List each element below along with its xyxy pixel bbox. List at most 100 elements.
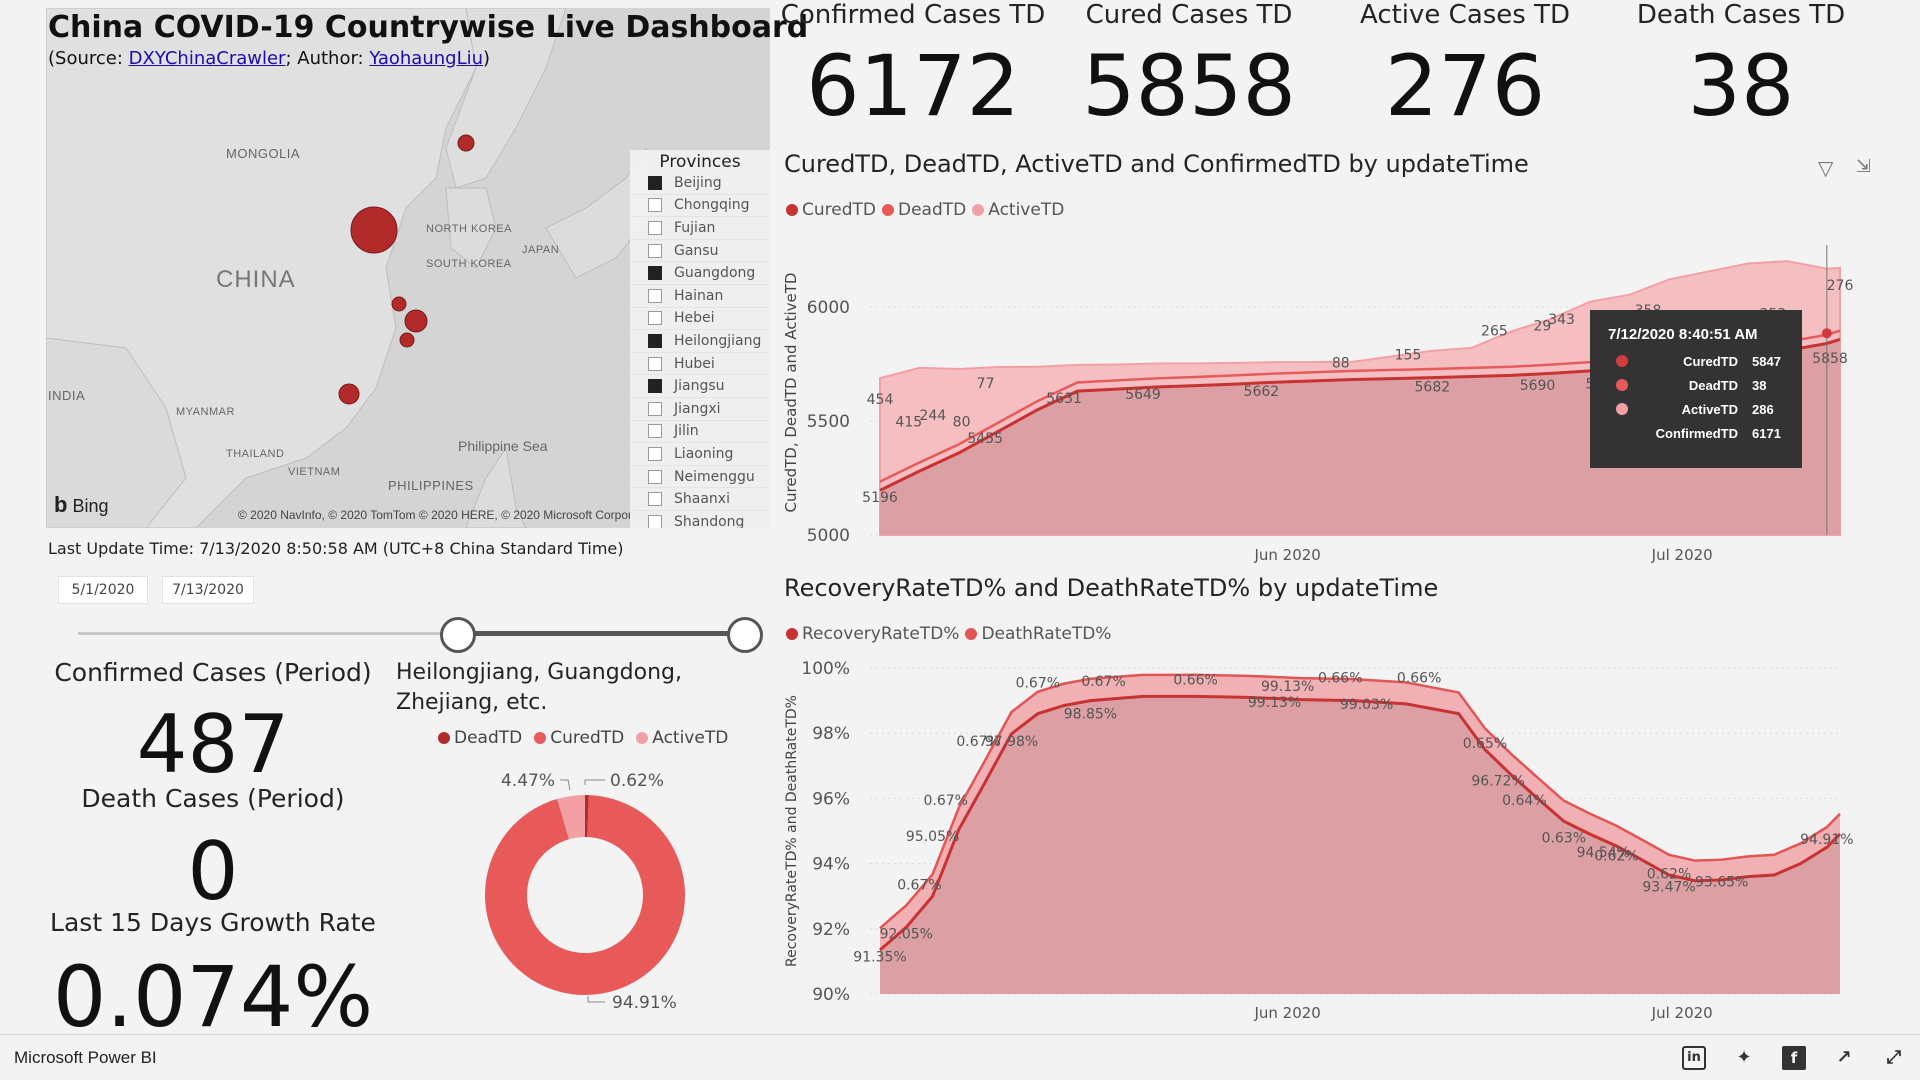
province-item[interactable]: Shaanxi — [630, 488, 770, 511]
map-bubble[interactable] — [350, 206, 398, 254]
donut-slice — [485, 795, 685, 995]
filter-icon[interactable]: ▽ — [1818, 156, 1834, 180]
slider-end-handle[interactable] — [727, 617, 763, 653]
province-item[interactable]: Hubei — [630, 353, 770, 376]
x-tick-label: Jun 2020 — [1253, 546, 1320, 564]
end-date-input[interactable]: 7/13/2020 — [162, 576, 254, 604]
map-copyright: © 2020 NavInfo, © 2020 TomTom © 2020 HER… — [238, 508, 659, 522]
provinces-slicer[interactable]: Provinces Beijing Chongqing Fujian Gansu Gua… — [630, 150, 770, 528]
tooltip-row: ActiveTD 286 — [1590, 397, 1802, 421]
province-checkbox[interactable] — [648, 469, 662, 484]
data-label: 93.47% — [1642, 879, 1695, 895]
linkedin-icon[interactable]: in — [1682, 1046, 1706, 1070]
legend-label: CuredTD — [802, 200, 876, 220]
share-icon[interactable]: ↗ — [1836, 1047, 1852, 1068]
province-label: Liaoning — [674, 445, 734, 462]
province-item[interactable]: Guangdong — [630, 262, 770, 285]
recovery-area — [880, 696, 1840, 994]
map-label-india: INDIA — [48, 388, 86, 403]
data-label: 5690 — [1520, 378, 1556, 394]
chart-tooltip: 7/12/2020 8:40:51 AM CuredTD 5847 DeadTD 3… — [1590, 310, 1802, 468]
legend-item-cured[interactable]: CuredTD — [534, 728, 624, 748]
map-bubble[interactable] — [457, 134, 475, 152]
province-item[interactable]: Beijing — [630, 172, 770, 195]
data-label: 99.13% — [1261, 679, 1314, 695]
dashboard-title: China COVID-19 Countrywise Live Dashboar… — [48, 10, 809, 45]
province-checkbox[interactable] — [648, 424, 662, 439]
legend-item-dead[interactable]: DeadTD — [438, 728, 522, 748]
footer-bar — [0, 1034, 1920, 1080]
map-bubble[interactable] — [391, 296, 407, 312]
data-label: 0.66% — [1318, 671, 1362, 687]
chart2-plot[interactable]: 90% 92% 94% 96% 98% 100%RecoveryRateTD% and D… — [780, 652, 1860, 1024]
y-tick-label: 94% — [812, 855, 850, 875]
province-checkbox[interactable] — [648, 514, 662, 528]
data-label: 0.67% — [897, 878, 941, 894]
leader-line — [587, 996, 605, 1003]
power-bi-brand[interactable]: Microsoft Power BI — [14, 1048, 157, 1067]
province-checkbox[interactable] — [648, 198, 662, 213]
map-bubble[interactable] — [338, 383, 360, 405]
province-label: Guangdong — [674, 265, 756, 282]
province-checkbox[interactable] — [648, 266, 662, 281]
start-date-input[interactable]: 5/1/2020 — [58, 576, 148, 604]
facebook-icon[interactable]: f — [1782, 1046, 1806, 1070]
province-item[interactable]: Liaoning — [630, 443, 770, 466]
selected-provinces-label: Heilongjiang, Guangdong, Zhejiang, etc. — [396, 660, 682, 715]
province-checkbox[interactable] — [648, 333, 662, 348]
data-label: 0.67% — [1016, 676, 1060, 692]
province-checkbox[interactable] — [648, 401, 662, 416]
provinces-list[interactable]: Beijing Chongqing Fujian Gansu Guangdong Hain… — [630, 172, 770, 528]
legend-item-cured[interactable]: CuredTD — [786, 200, 876, 220]
province-item[interactable]: Heilongjiang — [630, 330, 770, 353]
province-item[interactable]: Neimenggu — [630, 466, 770, 489]
data-label: 99.03% — [1340, 697, 1393, 713]
province-checkbox[interactable] — [648, 356, 662, 371]
source-suffix: ) — [483, 48, 491, 69]
slider-start-handle[interactable] — [440, 617, 476, 653]
province-checkbox[interactable] — [648, 288, 662, 303]
fullscreen-icon[interactable]: ⤢ — [1886, 1047, 1902, 1068]
province-checkbox[interactable] — [648, 243, 662, 258]
map-bubble[interactable] — [404, 309, 428, 333]
province-checkbox[interactable] — [648, 220, 662, 235]
author-prefix: ; Author: — [285, 48, 370, 69]
province-label: Hubei — [674, 355, 715, 372]
legend-item-recovery[interactable]: RecoveryRateTD% — [786, 624, 959, 644]
date-slider-track[interactable] — [78, 632, 744, 635]
province-checkbox[interactable] — [648, 446, 662, 461]
donut-chart[interactable]: 0.62% 4.47% 94.91% — [470, 760, 720, 1030]
legend-item-active[interactable]: ActiveTD — [636, 728, 728, 748]
province-label: Neimenggu — [674, 468, 755, 485]
donut-legend: DeadTD CuredTD ActiveTD — [438, 728, 734, 748]
province-item[interactable]: Gansu — [630, 240, 770, 263]
map-bubble[interactable] — [399, 332, 415, 348]
province-checkbox[interactable] — [648, 379, 662, 394]
province-item[interactable]: Chongqing — [630, 195, 770, 218]
province-item[interactable]: Shandong — [630, 511, 770, 528]
data-label: 88 — [1332, 355, 1350, 371]
province-checkbox[interactable] — [648, 175, 662, 190]
province-item[interactable]: Jilin — [630, 421, 770, 444]
twitter-icon[interactable]: ✦ — [1736, 1047, 1752, 1068]
province-checkbox[interactable] — [648, 492, 662, 507]
legend-dot — [882, 204, 894, 216]
source-link[interactable]: DXYChinaCrawler — [128, 48, 286, 69]
province-item[interactable]: Jiangxi — [630, 398, 770, 421]
legend-item-dead[interactable]: DeadTD — [882, 200, 966, 220]
data-label: 0.64% — [1502, 793, 1546, 809]
legend-item-deathrate[interactable]: DeathRateTD% — [965, 624, 1111, 644]
province-item[interactable]: Hainan — [630, 285, 770, 308]
author-link[interactable]: YaohaungLiu — [369, 48, 484, 69]
focus-mode-icon[interactable]: ⇲ — [1856, 156, 1872, 177]
province-checkbox[interactable] — [648, 311, 662, 326]
province-item[interactable]: Jiangsu — [630, 375, 770, 398]
tooltip-row-value: 286 — [1752, 401, 1774, 417]
legend-label: ActiveTD — [988, 200, 1065, 220]
legend-item-active[interactable]: ActiveTD — [972, 200, 1064, 220]
map-label-vietnam: VIETNAM — [288, 466, 341, 478]
province-label: Beijing — [674, 174, 722, 191]
province-item[interactable]: Fujian — [630, 217, 770, 240]
data-label: 93.65% — [1695, 874, 1748, 890]
province-item[interactable]: Hebei — [630, 308, 770, 331]
